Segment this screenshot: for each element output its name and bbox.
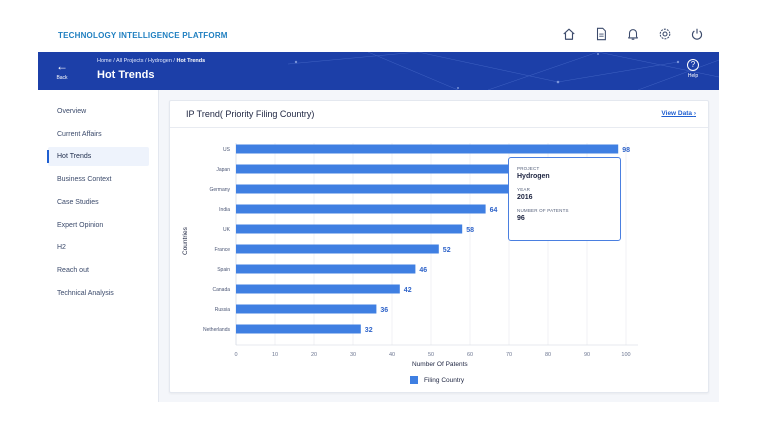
y-tick-label: Russia (215, 307, 231, 313)
bell-icon[interactable] (625, 26, 641, 42)
legend-swatch (410, 376, 418, 384)
bar-us[interactable] (236, 144, 619, 154)
chart-card: IP Trend( Priority Filing Country) View … (169, 100, 709, 393)
page-header: ← Back Home / All Projects / Hydrogen / … (38, 52, 719, 90)
x-tick-label: 100 (621, 352, 630, 358)
tooltip-year-value: 2016 (517, 194, 533, 201)
chevron-right-icon: › (693, 110, 696, 117)
sidebar-item-h2[interactable]: H2 (57, 244, 66, 251)
y-tick-label: US (223, 147, 231, 153)
bar-uk[interactable] (236, 224, 463, 234)
bar-france[interactable] (236, 244, 439, 254)
x-tick-label: 80 (545, 352, 551, 358)
breadcrumb: Home / All Projects / Hydrogen / Hot Tre… (97, 58, 205, 64)
x-tick-label: 60 (467, 352, 473, 358)
app-title: TECHNOLOGY INTELLIGENCE PLATFORM (58, 31, 228, 40)
x-tick-label: 10 (272, 352, 278, 358)
breadcrumb-path[interactable]: Home / All Projects / Hydrogen / (97, 58, 177, 64)
home-icon[interactable] (561, 26, 577, 42)
x-tick-label: 50 (428, 352, 434, 358)
chart-tooltip: PROJECT Hydrogen YEAR 2016 NUMBER OF PAT… (508, 157, 621, 241)
tooltip-patents-label: NUMBER OF PATENTS (517, 208, 569, 213)
header-network-background (287, 52, 719, 90)
document-icon[interactable] (593, 26, 609, 42)
tooltip-project-label: PROJECT (517, 166, 540, 171)
x-tick-label: 20 (311, 352, 317, 358)
tooltip-patents-value: 96 (517, 215, 525, 222)
bar-japan[interactable] (236, 164, 611, 174)
power-icon[interactable] (689, 26, 705, 42)
sidebar-item-business-context[interactable]: Business Context (57, 176, 112, 183)
sidebar-item-case-studies[interactable]: Case Studies (57, 199, 99, 206)
data-label: 64 (490, 207, 498, 214)
y-tick-label: France (214, 247, 230, 253)
help-label: Help (687, 73, 699, 79)
data-label: 36 (380, 307, 388, 314)
data-label: 32 (365, 327, 373, 334)
arrow-left-icon: ← (56, 59, 68, 73)
sidebar-item-overview[interactable]: Overview (57, 108, 87, 115)
legend-label: Filing Country (424, 376, 465, 384)
data-label: 42 (404, 287, 412, 294)
y-tick-label: Netherlands (203, 327, 230, 333)
top-icon-bar (561, 26, 705, 42)
x-axis-title: Number Of Patents (412, 361, 468, 368)
y-tick-label: Japan (216, 167, 230, 173)
bar-india[interactable] (236, 204, 486, 214)
help-button[interactable]: ? Help (685, 59, 701, 79)
bar-russia[interactable] (236, 304, 377, 314)
card-divider (170, 127, 708, 128)
tooltip-project-value: Hydrogen (517, 173, 550, 180)
content-area: Overview Current Affairs Hot Trends Busi… (38, 90, 719, 402)
back-button[interactable]: ← Back (52, 60, 72, 84)
bar-chart: 0 10 20 30 40 50 60 70 80 90 100 US 98 Japan Germany In… (203, 143, 638, 358)
tooltip-year-label: YEAR (517, 187, 531, 192)
data-label: 98 (622, 147, 630, 154)
sidebar-item-current-affairs[interactable]: Current Affairs (57, 131, 102, 138)
sidebar-item-expert-opinion[interactable]: Expert Opinion (57, 222, 104, 229)
x-tick-label: 30 (350, 352, 356, 358)
bar-spain[interactable] (236, 264, 416, 274)
help-icon: ? (687, 59, 699, 71)
data-label: 58 (466, 227, 474, 234)
bar-netherlands[interactable] (236, 324, 361, 334)
gear-icon[interactable] (657, 26, 673, 42)
page-title: Hot Trends (97, 69, 155, 81)
x-tick-label: 40 (389, 352, 395, 358)
y-tick-label: UK (223, 227, 231, 233)
back-label: Back (56, 75, 68, 81)
y-tick-label: India (219, 207, 230, 213)
top-bar: TECHNOLOGY INTELLIGENCE PLATFORM (38, 0, 719, 52)
sidebar-item-technical-analysis[interactable]: Technical Analysis (57, 290, 114, 297)
bar-germany[interactable] (236, 184, 611, 194)
x-tick-label: 0 (234, 352, 237, 358)
y-tick-label: Canada (212, 287, 230, 293)
view-data-link[interactable]: View Data › (661, 110, 696, 117)
sidebar: Overview Current Affairs Hot Trends Busi… (38, 90, 159, 402)
y-axis-title: Countries (182, 227, 189, 255)
x-tick-label: 70 (506, 352, 512, 358)
data-label: 46 (419, 267, 427, 274)
bar-canada[interactable] (236, 284, 400, 294)
view-data-label: View Data (661, 110, 693, 117)
sidebar-item-hot-trends[interactable]: Hot Trends (47, 147, 149, 166)
y-tick-label: Germany (209, 187, 230, 193)
sidebar-item-reach-out[interactable]: Reach out (57, 267, 89, 274)
data-label: 52 (443, 247, 451, 254)
y-tick-label: Spain (217, 267, 230, 273)
card-title: IP Trend( Priority Filing Country) (186, 109, 315, 119)
chart-legend[interactable]: Filing Country (410, 376, 464, 384)
breadcrumb-current: Hot Trends (176, 58, 206, 64)
x-tick-label: 90 (584, 352, 590, 358)
